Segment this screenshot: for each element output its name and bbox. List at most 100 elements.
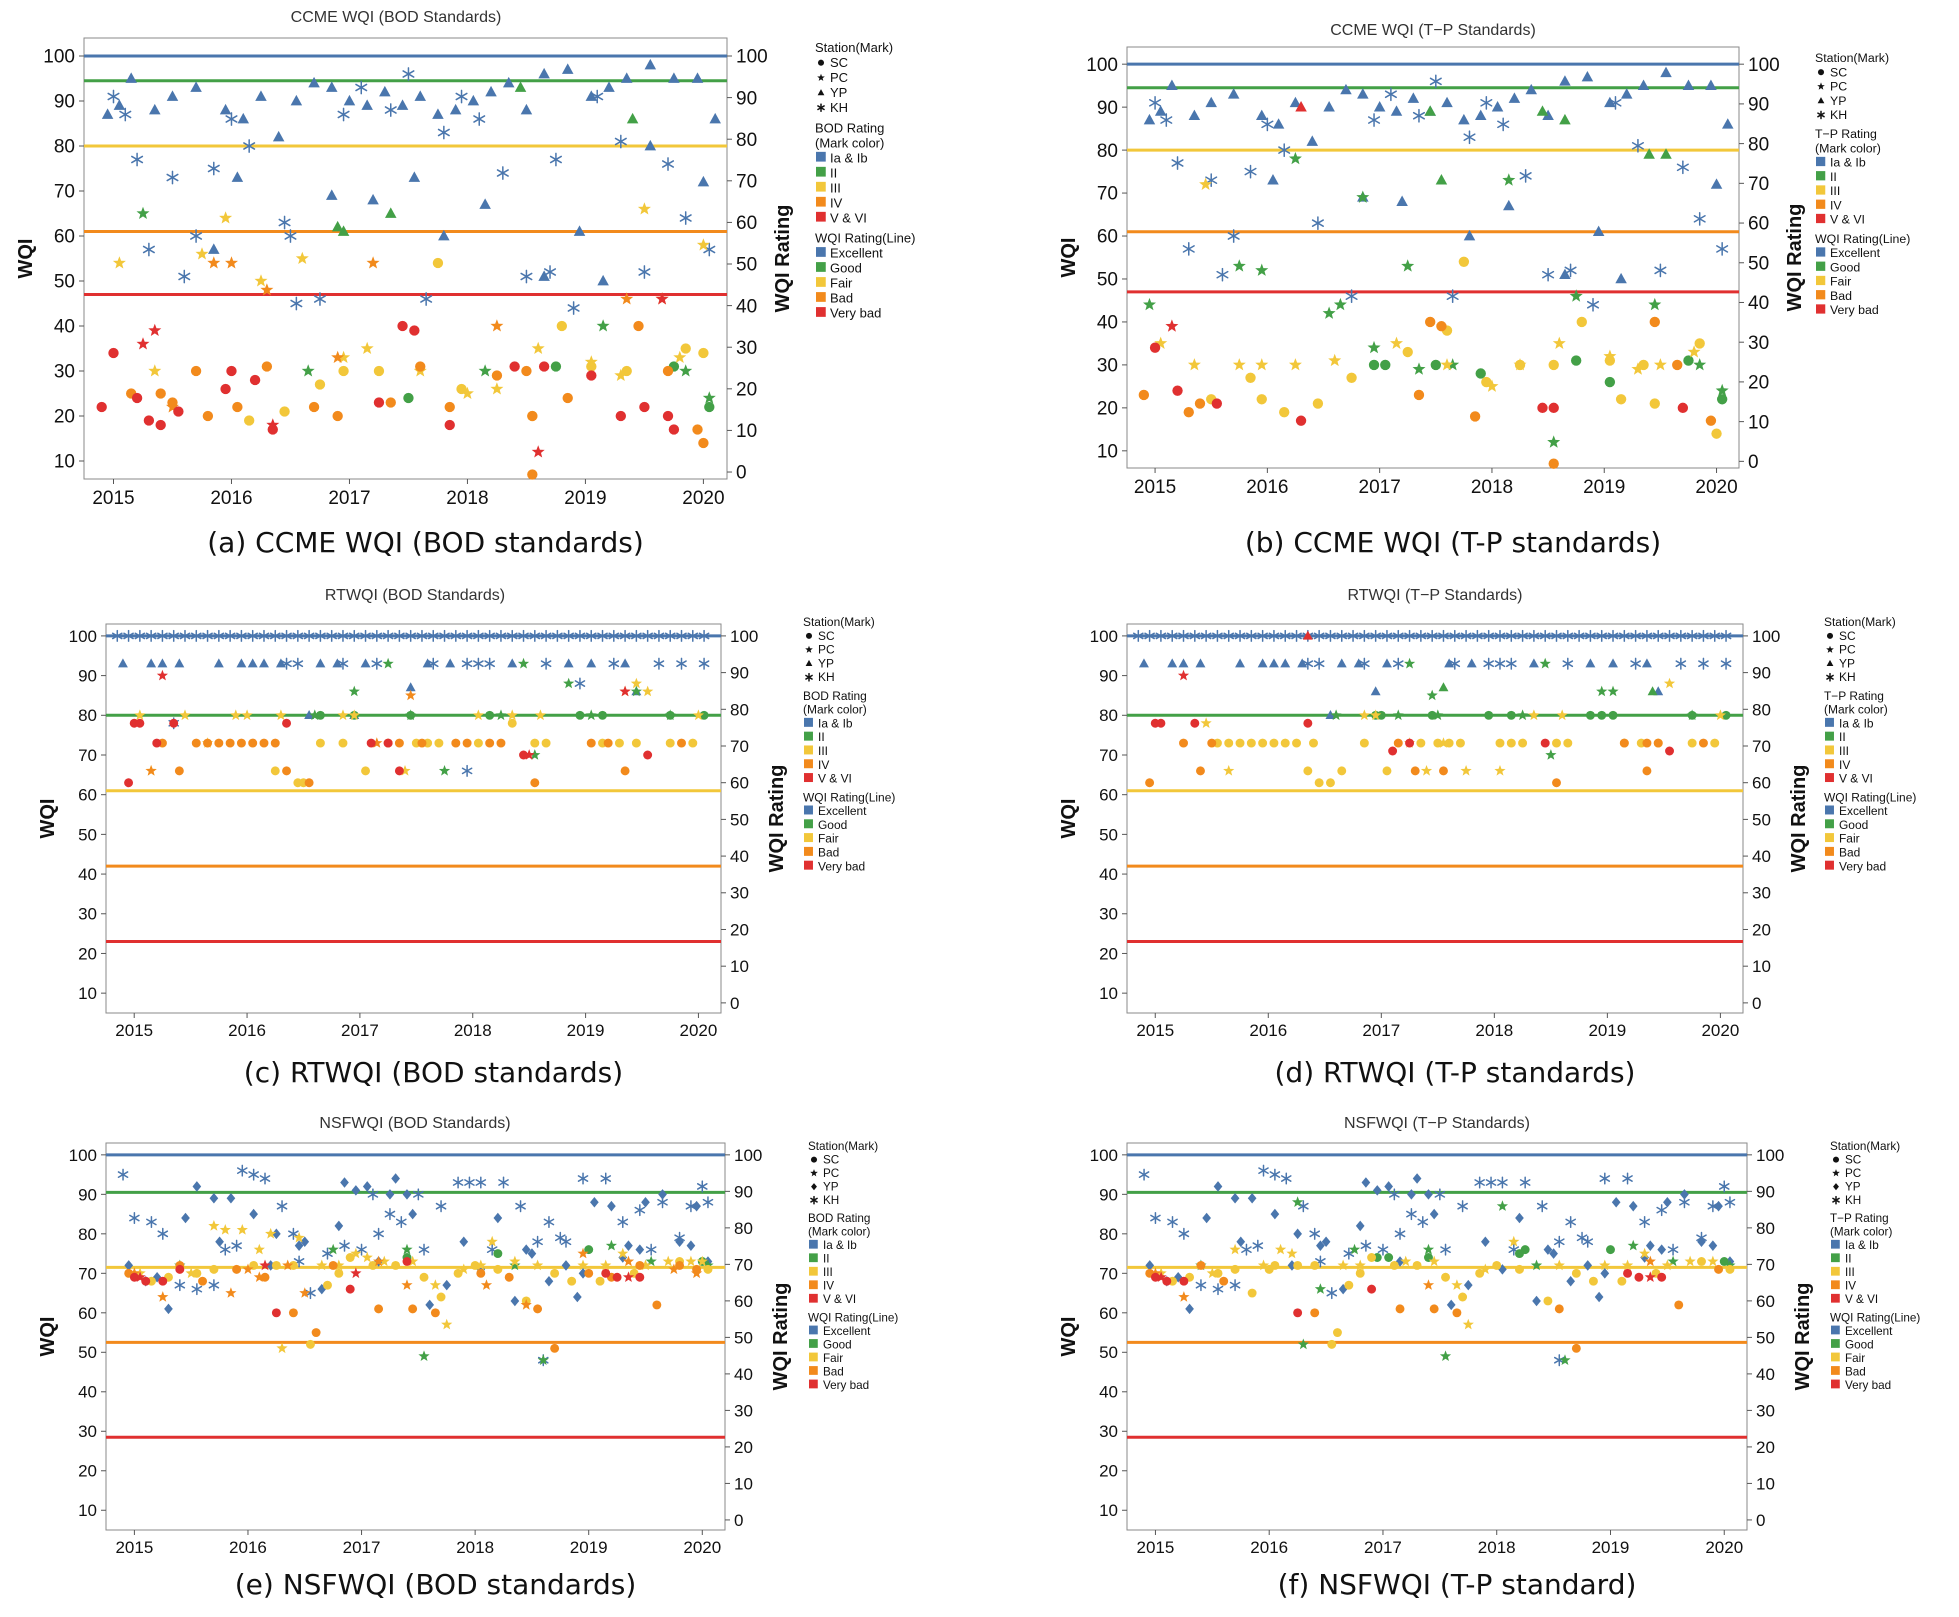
data-point <box>236 629 247 642</box>
data-point <box>1211 398 1223 409</box>
data-point <box>1337 1259 1349 1271</box>
data-point <box>436 1292 446 1302</box>
data-point <box>642 629 653 642</box>
legend-marker <box>1832 1156 1840 1163</box>
y2-axis-label: WQI Rating <box>766 765 788 873</box>
data-point <box>676 629 687 642</box>
data-point <box>556 320 568 332</box>
data-point <box>373 397 385 408</box>
data-point <box>1412 1173 1422 1184</box>
data-point <box>1586 297 1600 312</box>
data-point <box>1654 263 1667 278</box>
data-point <box>1463 130 1476 145</box>
x-tick-label: 2016 <box>1246 477 1288 498</box>
legend-marker <box>805 645 813 653</box>
data-point <box>1278 143 1291 157</box>
legend-station-title: Station(Mark) <box>815 40 893 55</box>
y-tick-label: 30 <box>78 1422 97 1441</box>
data-point <box>562 392 573 404</box>
data-point <box>1562 657 1574 670</box>
data-point <box>1508 92 1521 103</box>
y-tick-label: 30 <box>54 362 75 383</box>
data-point <box>1656 1204 1667 1217</box>
data-point <box>1563 738 1573 748</box>
y-tick-label: 60 <box>78 786 97 805</box>
legend-line-label: Bad <box>818 845 839 859</box>
data-point <box>1571 1343 1581 1353</box>
data-point <box>396 99 409 110</box>
data-point <box>639 401 650 413</box>
data-point <box>1506 738 1516 748</box>
chart-title: NSFWQI (BOD Standards) <box>319 1115 510 1132</box>
data-point <box>1480 95 1493 110</box>
y2-tick-label: 80 <box>730 700 749 719</box>
data-point <box>1323 101 1335 112</box>
y-axis-label: WQI <box>1058 799 1080 839</box>
data-point <box>1406 1208 1417 1221</box>
data-point <box>1479 1263 1491 1275</box>
data-point <box>1229 1243 1241 1255</box>
data-point <box>1536 105 1549 116</box>
data-point <box>561 1260 571 1271</box>
data-point <box>504 1272 514 1282</box>
y2-tick-label: 0 <box>1756 1511 1765 1530</box>
y2-tick-label: 80 <box>734 1219 753 1238</box>
data-point <box>1556 709 1568 721</box>
data-point <box>520 1299 532 1310</box>
legend-rating-label: III <box>1845 1266 1855 1279</box>
y2-tick-label: 90 <box>1756 1182 1775 1201</box>
data-point <box>1272 118 1285 129</box>
data-point <box>1291 629 1302 642</box>
data-point <box>1542 267 1555 282</box>
y-tick-label: 70 <box>1099 746 1118 765</box>
data-point <box>202 629 213 642</box>
data-point <box>1637 79 1650 90</box>
data-point <box>1599 1172 1611 1185</box>
data-point <box>1620 88 1633 99</box>
data-point <box>1426 629 1438 642</box>
data-point <box>1322 306 1336 319</box>
legend-swatch <box>809 1293 818 1303</box>
data-point <box>1528 629 1540 642</box>
data-point <box>379 85 391 97</box>
data-point <box>213 629 225 642</box>
data-point <box>1505 657 1517 670</box>
data-point <box>552 629 563 642</box>
data-point <box>1195 658 1206 668</box>
data-point <box>621 365 632 377</box>
data-point <box>1542 109 1554 121</box>
legend-swatch <box>804 717 813 727</box>
data-point <box>1190 718 1200 728</box>
data-point <box>484 629 495 642</box>
data-points <box>1138 66 1734 469</box>
data-point <box>1474 1176 1485 1189</box>
data-point <box>1356 190 1370 203</box>
legend-rating-label: V & VI <box>1845 1293 1878 1306</box>
data-point <box>1234 629 1246 642</box>
data-point <box>1422 1243 1435 1255</box>
data-point <box>215 1236 224 1247</box>
data-point <box>1649 316 1660 328</box>
y2-tick-label: 0 <box>1752 994 1761 1013</box>
y-tick-label: 70 <box>54 182 75 203</box>
y-tick-label: 50 <box>1099 825 1118 844</box>
data-point <box>603 738 613 748</box>
x-tick-label: 2015 <box>115 1021 153 1040</box>
data-point <box>360 629 371 642</box>
legend-marker <box>810 1169 818 1177</box>
legend-swatch <box>809 1379 818 1389</box>
legend-marker <box>805 672 813 682</box>
data-point <box>1376 710 1386 720</box>
data-point <box>453 1268 463 1278</box>
legend-rating-label: Ia & Ib <box>830 150 868 165</box>
data-point <box>438 229 450 241</box>
y-tick-label: 70 <box>1099 1264 1118 1283</box>
data-point <box>550 361 562 372</box>
data-point <box>1156 718 1166 728</box>
data-point <box>1416 738 1426 748</box>
data-point <box>253 1271 265 1282</box>
data-point <box>1438 682 1449 692</box>
y2-tick-label: 40 <box>1756 1365 1775 1384</box>
data-point <box>496 166 509 180</box>
data-point <box>1303 718 1313 728</box>
